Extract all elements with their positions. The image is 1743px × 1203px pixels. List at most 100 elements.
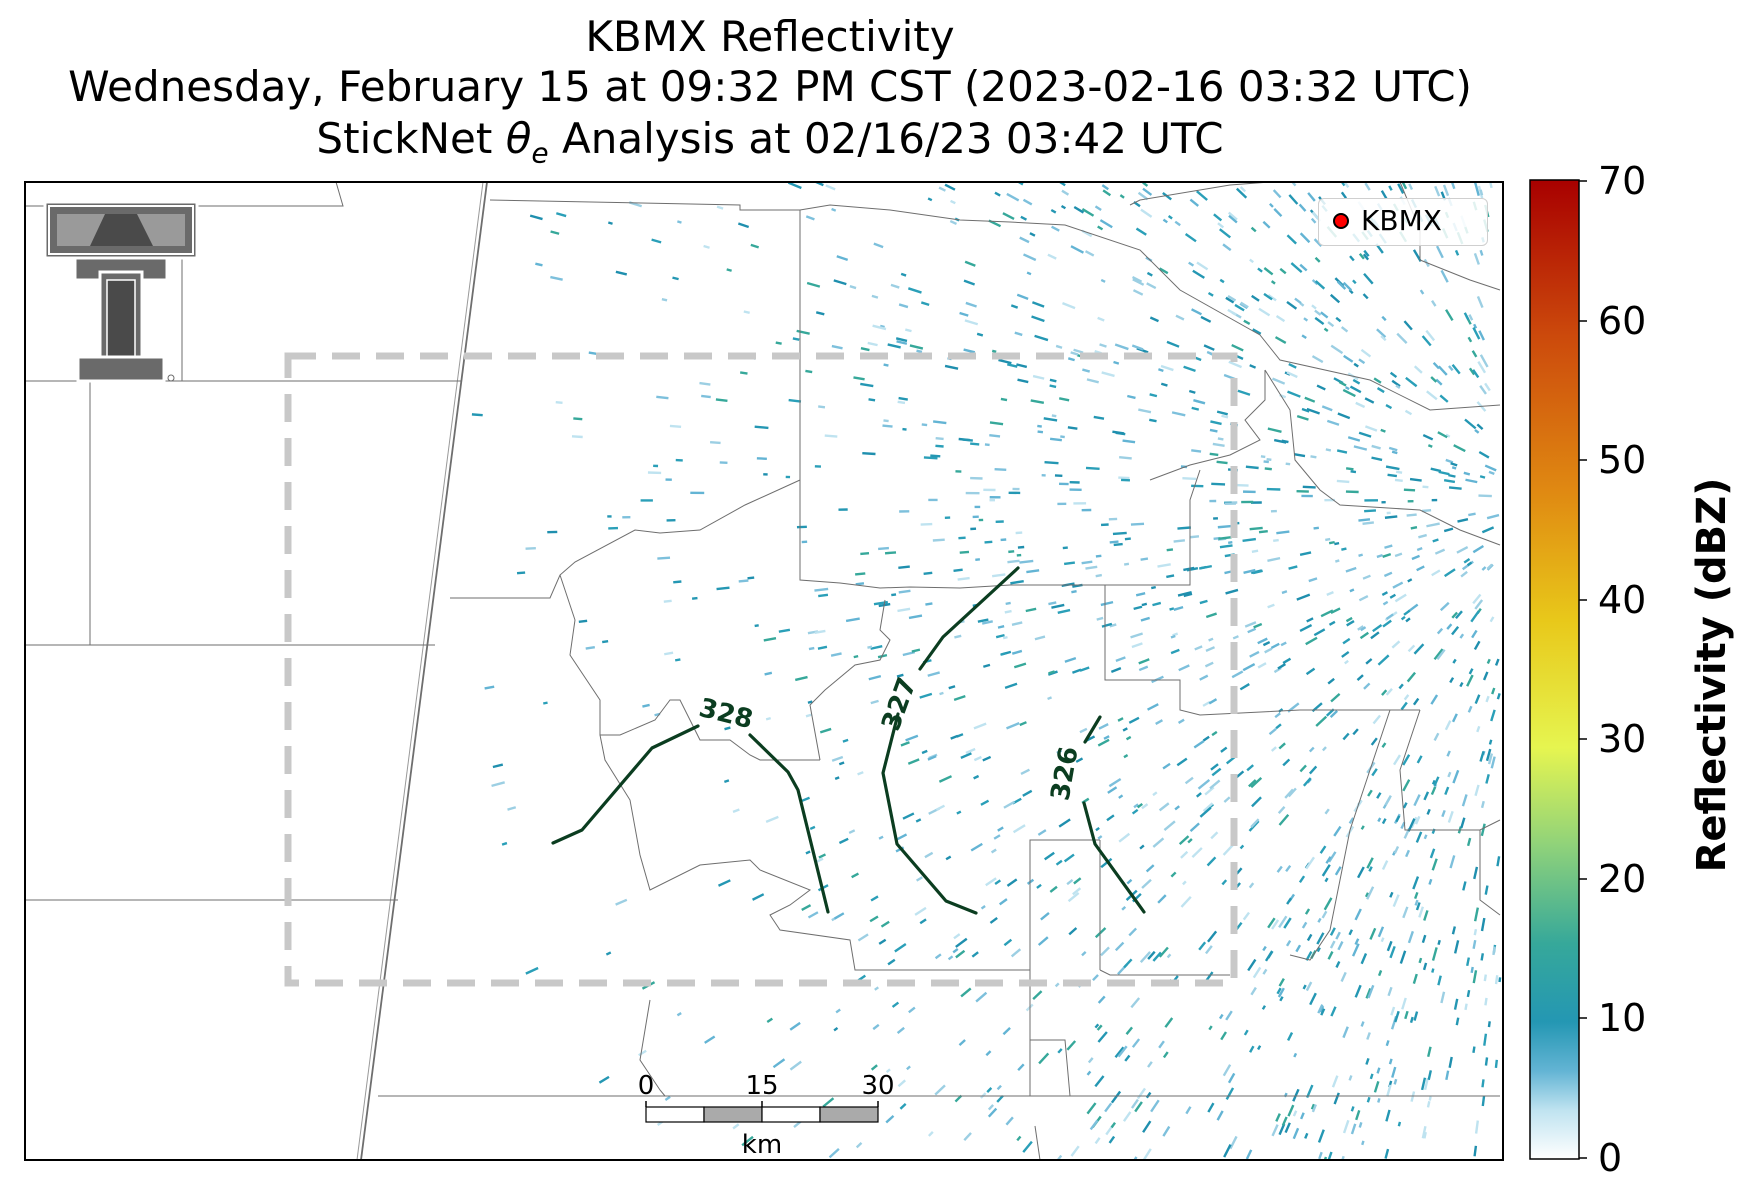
echo-pixel	[1431, 968, 1435, 973]
echo-pixel	[1492, 946, 1496, 956]
echo-pixel	[1384, 515, 1398, 519]
echo-pixel	[638, 1049, 647, 1057]
echo-pixel	[1480, 917, 1486, 932]
echo-pixel	[1081, 560, 1093, 565]
echo-pixel	[704, 1035, 716, 1044]
contour-328-left	[551, 724, 700, 845]
echo-pixel	[986, 1087, 993, 1093]
echo-pixel	[789, 1021, 801, 1031]
echo-pixel	[1070, 351, 1079, 356]
echo-pixel	[1086, 1102, 1097, 1115]
colorbar-tick-label: 60	[1598, 299, 1647, 343]
echo-pixel	[1234, 303, 1245, 312]
echo-pixel	[1416, 547, 1423, 552]
echo-pixel	[1327, 951, 1334, 960]
echo-pixel	[1108, 517, 1118, 521]
echo-pixel	[1318, 1151, 1323, 1160]
echo-pixel	[1372, 624, 1383, 633]
echo-pixel	[1273, 208, 1283, 218]
echo-pixel	[1301, 334, 1307, 339]
echo-pixel	[1177, 718, 1185, 724]
echo-pixel	[1316, 384, 1326, 391]
echo-pixel	[1344, 659, 1349, 665]
echo-pixel	[993, 834, 1001, 840]
echo-pixel	[1392, 754, 1401, 766]
echo-pixel	[838, 761, 845, 766]
echo-pixel	[818, 593, 829, 598]
echo-pixel	[1431, 858, 1438, 871]
echo-pixel	[1170, 634, 1176, 639]
echo-pixel	[1243, 568, 1256, 574]
echo-pixel	[805, 713, 813, 718]
echo-pixel	[598, 1075, 610, 1084]
echo-pixel	[1446, 750, 1451, 757]
echo-pixel	[867, 645, 873, 649]
echo-pixel	[1409, 1016, 1414, 1023]
echo-pixel	[1117, 717, 1124, 722]
echo-pixel	[1452, 769, 1460, 784]
echo-pixel	[1333, 825, 1342, 837]
echo-pixel	[1217, 524, 1232, 529]
echo-pixel	[1421, 335, 1432, 347]
echo-pixel	[1225, 1087, 1235, 1100]
echo-pixel	[1421, 1126, 1427, 1139]
echo-pixel	[1010, 580, 1024, 585]
echo-pixel	[902, 427, 907, 431]
echo-pixel	[944, 516, 951, 519]
echo-pixel	[1278, 742, 1286, 750]
echo-pixel	[1188, 389, 1196, 394]
echo-pixel	[1173, 539, 1185, 543]
echo-pixel	[1247, 958, 1257, 972]
echo-pixel	[1472, 327, 1481, 340]
echo-pixel	[1073, 205, 1085, 214]
echo-pixel	[1231, 670, 1244, 679]
echo-pixel	[1203, 344, 1215, 351]
echo-pixel	[1277, 663, 1287, 670]
echo-pixel	[1311, 355, 1324, 364]
echo-pixel	[814, 465, 822, 468]
echo-pixel	[1468, 668, 1474, 675]
echo-pixel	[1465, 478, 1478, 484]
echo-pixel	[1248, 820, 1260, 832]
echo-pixel	[989, 496, 1001, 499]
echo-pixel	[1437, 431, 1448, 439]
echo-pixel	[1306, 933, 1313, 942]
echo-pixel	[602, 640, 609, 644]
echo-pixel	[1407, 930, 1415, 944]
echo-pixel	[1173, 605, 1184, 611]
echo-pixel	[1473, 252, 1480, 265]
echo-pixel	[1479, 385, 1487, 395]
echo-pixel	[1399, 950, 1407, 964]
echo-pixel	[1431, 300, 1437, 307]
echo-pixel	[869, 915, 879, 923]
echo-pixel	[885, 1068, 891, 1074]
echo-pixel	[1212, 442, 1225, 447]
echo-pixel	[1114, 1046, 1125, 1059]
echo-pixel	[953, 695, 966, 702]
echo-pixel	[1219, 278, 1225, 284]
echo-pixel	[1036, 883, 1042, 889]
echo-pixel	[1066, 879, 1074, 886]
echo-pixel	[1426, 1100, 1431, 1108]
echo-pixel	[899, 510, 910, 513]
echo-pixel	[938, 186, 946, 192]
echo-pixel	[1140, 208, 1153, 218]
echo-pixel	[963, 348, 976, 354]
echo-pixel	[1070, 1145, 1080, 1157]
echo-pixel	[877, 653, 888, 659]
echo-pixel	[1240, 301, 1249, 309]
echo-pixel	[1193, 740, 1205, 749]
echo-pixel	[1262, 220, 1271, 229]
echo-pixel	[1147, 703, 1159, 711]
echo-pixel	[1293, 453, 1306, 458]
echo-pixel	[934, 953, 942, 960]
echo-pixel	[1149, 316, 1159, 323]
echo-pixel	[1130, 522, 1145, 526]
echo-pixel	[1325, 856, 1332, 864]
echo-pixel	[1267, 556, 1281, 562]
echo-pixel	[1283, 917, 1292, 929]
echo-pixel	[1416, 565, 1425, 572]
echo-pixel	[1380, 428, 1386, 433]
echo-pixel	[1279, 996, 1284, 1002]
echo-pixel	[1369, 1073, 1374, 1080]
